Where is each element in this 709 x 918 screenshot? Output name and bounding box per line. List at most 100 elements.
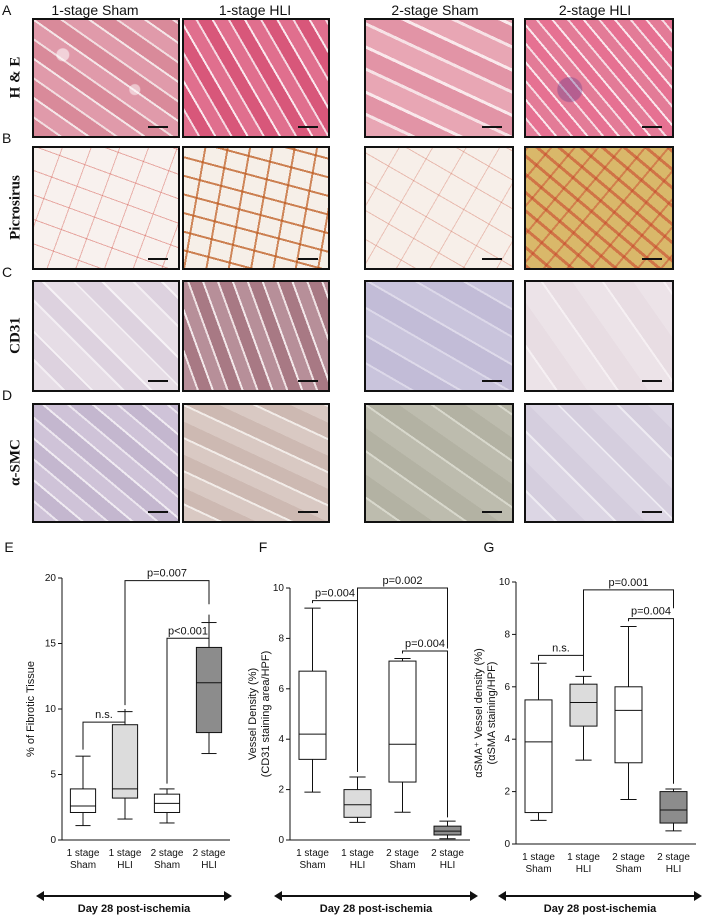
x-tick-label-line2: HLI <box>440 860 456 871</box>
scale-bar <box>298 511 318 513</box>
micrograph-image <box>524 146 674 270</box>
panel-letter: C <box>2 264 13 280</box>
significance-bracket <box>82 709 126 750</box>
y-axis-label: αSMA⁺ Vessel density (%) <box>473 648 485 778</box>
micrograph-image <box>524 403 674 523</box>
micrograph-image <box>182 146 330 270</box>
x-tick-label-line2: HLI <box>117 860 133 871</box>
arrowhead-right <box>224 891 232 901</box>
box <box>388 660 417 783</box>
column-title: 2-stage HLI <box>558 2 632 18</box>
y-tick-label: 2 <box>504 787 510 798</box>
x-tick-label-line1: 1 stage <box>567 852 600 863</box>
scale-bar <box>148 511 168 513</box>
arrowhead-left <box>498 891 506 901</box>
micrograph-image <box>364 146 514 270</box>
x-tick-label-line1: 2 stage <box>193 848 226 859</box>
arrowhead-right <box>694 891 702 901</box>
panel-letter: G <box>484 539 495 555</box>
y-axis-label-secondary: (CD31 staining area/HPF) <box>260 651 272 778</box>
y-tick-label: 2 <box>278 785 284 796</box>
significance-label: n.s. <box>552 642 570 654</box>
scale-bar <box>148 126 168 128</box>
x-caption: Day 28 post-ischemia <box>78 903 191 915</box>
y-tick-label: 8 <box>504 629 510 640</box>
y-tick-label: 10 <box>45 704 57 715</box>
x-tick-label-line1: 2 stage <box>431 848 464 859</box>
x-caption: Day 28 post-ischemia <box>544 903 657 915</box>
x-tick-label-line2: HLI <box>350 860 366 871</box>
panel-letter: F <box>259 539 268 555</box>
column-title: 1-stage HLI <box>218 2 292 18</box>
micrograph-image <box>182 280 330 392</box>
micrograph-image <box>524 18 674 138</box>
box <box>569 683 598 727</box>
y-tick-label: 6 <box>504 682 510 693</box>
y-axis-label: % of Fibrotic Tissue <box>25 661 37 757</box>
y-tick-label: 10 <box>499 577 511 588</box>
significance-bracket <box>402 650 448 818</box>
significance-label: p=0.007 <box>147 568 187 580</box>
arrowhead-left <box>36 891 44 901</box>
x-tick-label-line2: Sham <box>299 860 325 871</box>
y-tick-label: 15 <box>45 639 57 650</box>
micrograph-image <box>364 403 514 523</box>
micrograph-image <box>182 18 330 138</box>
y-axis-label-secondary: (αSMA staining/HPF) <box>486 662 498 765</box>
y-tick-label: 20 <box>45 573 57 584</box>
x-tick-label-line2: HLI <box>576 864 592 875</box>
box <box>433 825 462 836</box>
x-tick-label-line2: HLI <box>666 864 682 875</box>
box <box>298 670 327 760</box>
significance-label: p=0.004 <box>631 606 671 618</box>
micrograph-image <box>364 280 514 392</box>
panel-letter: B <box>2 130 12 146</box>
box <box>111 724 139 799</box>
scale-bar <box>642 258 662 260</box>
scale-bar <box>482 258 502 260</box>
scale-bar <box>298 126 318 128</box>
x-tick-label-line2: Sham <box>525 864 551 875</box>
significance-label: n.s. <box>95 709 113 721</box>
box <box>343 789 372 818</box>
y-tick-label: 4 <box>278 734 284 745</box>
y-tick-label: 0 <box>504 839 510 850</box>
x-tick-label-line1: 2 stage <box>151 848 184 859</box>
x-tick-label-line1: 2 stage <box>386 848 419 859</box>
x-tick-label-line1: 1 stage <box>67 848 100 859</box>
y-tick-label: 0 <box>50 835 56 846</box>
scale-bar <box>642 511 662 513</box>
column-title: 2-stage Sham <box>391 2 479 18</box>
significance-bracket <box>166 614 210 784</box>
scale-bar <box>298 380 318 382</box>
x-tick-label-line1: 1 stage <box>522 852 555 863</box>
x-tick-label-line1: 1 stage <box>109 848 142 859</box>
significance-bracket <box>583 589 674 669</box>
significance-label: p=0.001 <box>608 577 648 589</box>
scale-bar <box>298 258 318 260</box>
x-tick-label-line2: Sham <box>70 860 96 871</box>
x-tick-label-line1: 2 stage <box>612 852 645 863</box>
panel-letter: E <box>4 539 13 555</box>
significance-bracket <box>124 580 210 706</box>
scale-bar <box>148 258 168 260</box>
scale-bar <box>482 126 502 128</box>
micrograph-image <box>32 18 180 138</box>
y-tick-label: 5 <box>50 770 56 781</box>
significance-bracket <box>357 587 448 649</box>
panel-letter: A <box>2 2 12 18</box>
y-tick-label: 6 <box>278 684 284 695</box>
scale-bar <box>642 380 662 382</box>
scale-bar <box>148 380 168 382</box>
x-tick-label-line1: 2 stage <box>657 852 690 863</box>
scale-bar <box>642 126 662 128</box>
y-tick-label: 4 <box>504 734 510 745</box>
x-tick-label-line1: 1 stage <box>341 848 374 859</box>
scale-bar <box>482 511 502 513</box>
y-tick-label: 8 <box>278 633 284 644</box>
micrograph-image <box>32 403 180 523</box>
arrowhead-left <box>274 891 282 901</box>
x-tick-label-line1: 1 stage <box>296 848 329 859</box>
significance-label: p<0.001 <box>168 625 208 637</box>
